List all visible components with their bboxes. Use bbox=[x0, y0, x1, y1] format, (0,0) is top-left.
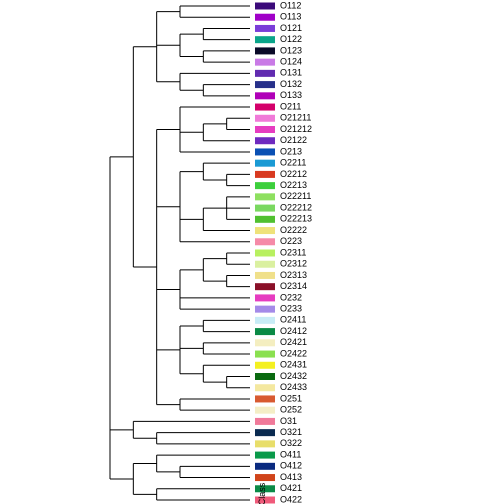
swatch-O2212 bbox=[255, 171, 275, 178]
label-O22213: O22213 bbox=[280, 214, 312, 224]
label-O2313: O2313 bbox=[280, 270, 307, 280]
label-O2412: O2412 bbox=[280, 326, 307, 336]
swatch-O124 bbox=[255, 59, 275, 66]
swatch-O2312 bbox=[255, 261, 275, 268]
swatch-O213 bbox=[255, 148, 275, 155]
swatch-O2431 bbox=[255, 362, 275, 369]
swatch-O22211 bbox=[255, 193, 275, 200]
swatch-O412 bbox=[255, 463, 275, 470]
swatch-O2422 bbox=[255, 351, 275, 358]
swatch-O2432 bbox=[255, 373, 275, 380]
label-O122: O122 bbox=[280, 34, 302, 44]
label-O131: O131 bbox=[280, 68, 302, 78]
label-O21211: O21211 bbox=[280, 113, 311, 123]
label-O321: O321 bbox=[280, 427, 302, 437]
label-O31: O31 bbox=[280, 416, 297, 426]
class-swatches bbox=[255, 3, 275, 504]
label-O2422: O2422 bbox=[280, 348, 307, 358]
label-O2211: O2211 bbox=[280, 158, 306, 168]
swatch-O2222 bbox=[255, 227, 275, 234]
swatch-O2211 bbox=[255, 160, 275, 167]
label-O22211: O22211 bbox=[280, 191, 311, 201]
label-O22212: O22212 bbox=[280, 202, 312, 212]
label-O211: O211 bbox=[280, 101, 301, 111]
swatch-O411 bbox=[255, 452, 275, 459]
label-O2432: O2432 bbox=[280, 371, 307, 381]
label-O421: O421 bbox=[280, 483, 302, 493]
label-O113: O113 bbox=[280, 12, 301, 22]
dendrogram-branches bbox=[110, 6, 250, 500]
swatch-O2122 bbox=[255, 137, 275, 144]
label-O132: O132 bbox=[280, 79, 302, 89]
label-O2212: O2212 bbox=[280, 169, 307, 179]
label-O223: O223 bbox=[280, 236, 302, 246]
label-O252: O252 bbox=[280, 405, 302, 415]
label-O2122: O2122 bbox=[280, 135, 307, 145]
label-O422: O422 bbox=[280, 494, 302, 504]
swatch-O322 bbox=[255, 440, 275, 447]
label-O322: O322 bbox=[280, 438, 302, 448]
label-O2421: O2421 bbox=[280, 337, 307, 347]
swatch-O252 bbox=[255, 407, 275, 414]
label-O2431: O2431 bbox=[280, 360, 307, 370]
swatch-O122 bbox=[255, 36, 275, 43]
swatch-O133 bbox=[255, 92, 275, 99]
swatch-O233 bbox=[255, 306, 275, 313]
label-O213: O213 bbox=[280, 146, 302, 156]
swatch-O22212 bbox=[255, 205, 275, 212]
label-O121: O121 bbox=[280, 23, 302, 33]
swatch-O2412 bbox=[255, 328, 275, 335]
swatch-O413 bbox=[255, 474, 275, 481]
swatch-O251 bbox=[255, 395, 275, 402]
label-O2312: O2312 bbox=[280, 259, 307, 269]
label-O413: O413 bbox=[280, 472, 302, 482]
swatch-O2314 bbox=[255, 283, 275, 290]
swatch-O21211 bbox=[255, 115, 275, 122]
swatch-O121 bbox=[255, 25, 275, 32]
label-O21212: O21212 bbox=[280, 124, 312, 134]
label-O2213: O2213 bbox=[280, 180, 307, 190]
swatch-O113 bbox=[255, 14, 275, 21]
swatch-O321 bbox=[255, 429, 275, 436]
swatch-O2213 bbox=[255, 182, 275, 189]
label-O123: O123 bbox=[280, 45, 302, 55]
swatch-O31 bbox=[255, 418, 275, 425]
label-O232: O232 bbox=[280, 292, 302, 302]
swatch-O2411 bbox=[255, 317, 275, 324]
swatch-O123 bbox=[255, 47, 275, 54]
label-O124: O124 bbox=[280, 57, 302, 67]
swatch-O223 bbox=[255, 238, 275, 245]
label-O2222: O2222 bbox=[280, 225, 307, 235]
swatch-O131 bbox=[255, 70, 275, 77]
label-O251: O251 bbox=[280, 393, 302, 403]
label-O2433: O2433 bbox=[280, 382, 307, 392]
label-O112: O112 bbox=[280, 0, 301, 10]
swatch-O2311 bbox=[255, 250, 275, 257]
label-O133: O133 bbox=[280, 90, 302, 100]
swatch-O21212 bbox=[255, 126, 275, 133]
swatch-O22213 bbox=[255, 216, 275, 223]
swatch-O232 bbox=[255, 294, 275, 301]
swatch-O2313 bbox=[255, 272, 275, 279]
swatch-O112 bbox=[255, 3, 275, 10]
swatch-O2421 bbox=[255, 339, 275, 346]
label-O233: O233 bbox=[280, 304, 302, 314]
label-O2411: O2411 bbox=[280, 315, 306, 325]
dendrogram-figure: O112 O113O121O122O123 O124O131O132O133O211… bbox=[0, 0, 504, 504]
swatch-O2433 bbox=[255, 384, 275, 391]
axis-label-class: Class bbox=[257, 482, 267, 504]
label-O412: O412 bbox=[280, 461, 302, 471]
leaf-labels: O112 O113O121O122O123 O124O131O132O133O211… bbox=[280, 0, 312, 504]
label-O2311: O2311 bbox=[280, 247, 306, 257]
swatch-O211 bbox=[255, 104, 275, 111]
label-O2314: O2314 bbox=[280, 281, 307, 291]
swatch-O132 bbox=[255, 81, 275, 88]
label-O411: O411 bbox=[280, 449, 301, 459]
